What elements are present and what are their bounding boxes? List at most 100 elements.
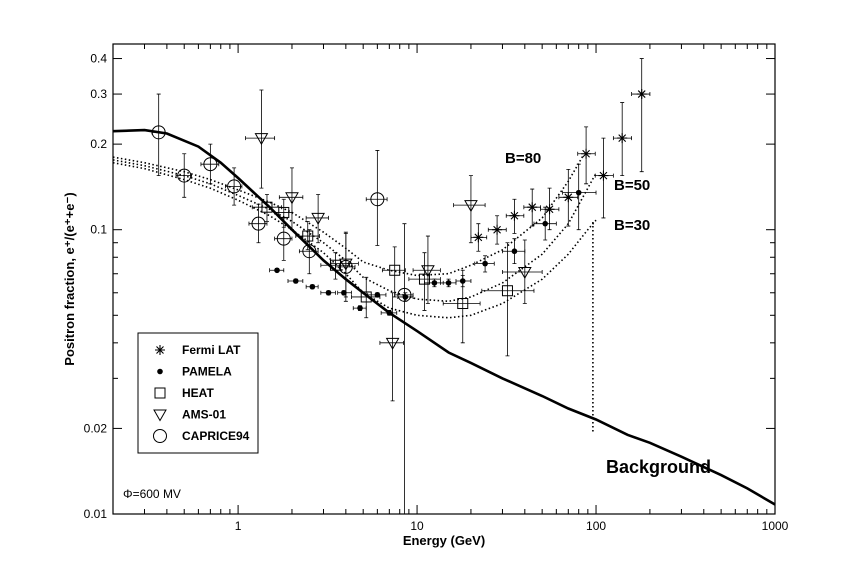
- point-caprice94-8: [370, 192, 385, 207]
- axis-ticks: 1 10 100 1000 0.01 0.02 0.1 0.2 0.3 0.4: [84, 44, 789, 533]
- point-ams-01-2: [311, 212, 325, 225]
- point-ams-01-0: [254, 133, 269, 146]
- point-pamela-9: [431, 280, 438, 286]
- point-fermi-lat-5: [563, 192, 574, 203]
- errorbar-ams-01-2: [305, 194, 329, 244]
- point-pamela-12: [482, 260, 488, 267]
- point-fermi-lat-8: [617, 133, 628, 144]
- errorbar-heat-6: [408, 252, 441, 311]
- errorbar-heat-2: [295, 220, 320, 251]
- y-tick-label-2: 0.1: [90, 223, 107, 237]
- point-caprice94-1: [177, 168, 192, 183]
- errorbar-ams-01-6: [453, 175, 486, 244]
- errorbar-caprice94-3: [225, 167, 243, 206]
- errorbar-caprice94-4: [248, 203, 268, 244]
- y-tick-label-3: 0.2: [90, 137, 107, 151]
- point-fermi-lat-9: [636, 89, 647, 100]
- errorbar-heat-5: [381, 246, 406, 298]
- point-ams-01-4: [385, 337, 400, 350]
- point-fermi-lat-7: [598, 170, 609, 181]
- errorbar-heat-4: [351, 276, 381, 319]
- curve-b-50: [112, 159, 597, 303]
- legend-marker-ams-01: [153, 409, 167, 422]
- x-tick-label-1: 10: [410, 519, 424, 533]
- errorbar-ams-01-4: [379, 292, 404, 402]
- point-heat-3: [329, 259, 341, 271]
- plot-frame: [112, 43, 776, 515]
- errorbar-fermi-lat-9: [631, 58, 651, 173]
- point-caprice94-4: [251, 216, 266, 231]
- b50-label: B=50: [614, 177, 650, 194]
- errorbar-ams-01-0: [245, 89, 276, 189]
- errorbar-ams-01-5: [412, 235, 441, 304]
- x-tick-label-2: 100: [586, 519, 606, 533]
- x-tick-label-3: 1000: [762, 519, 789, 533]
- point-pamela-2: [309, 283, 316, 290]
- errorbar-caprice94-8: [365, 150, 388, 246]
- point-fermi-lat-1: [492, 224, 503, 235]
- y-axis-title: Positron fraction, e⁺/(e⁺+e⁻): [62, 192, 77, 365]
- legend: Fermi LAT PAMELA HEAT AMS-01 CAPRICE94: [137, 332, 259, 454]
- legend-label-fermi-lat: Fermi LAT: [182, 343, 241, 357]
- legend-label-ams-01: AMS-01: [182, 408, 226, 422]
- point-fermi-lat-2: [509, 210, 520, 221]
- curve-background: [112, 128, 776, 506]
- errorbar-ams-01-7: [502, 239, 543, 304]
- point-pamela-7: [386, 310, 393, 316]
- point-heat-2: [302, 230, 314, 242]
- errorbar-caprice94-1: [175, 153, 193, 198]
- legend-marker-fermi-lat: [155, 345, 165, 355]
- point-ams-01-6: [464, 200, 478, 213]
- point-pamela-13: [511, 248, 518, 255]
- point-pamela-0: [274, 267, 280, 274]
- point-ams-01-7: [517, 266, 532, 279]
- point-ams-01-1: [285, 192, 299, 205]
- errorbar-heat-8: [481, 242, 535, 357]
- legend-marker-caprice94: [153, 429, 167, 443]
- point-caprice94-9: [397, 287, 412, 302]
- legend-box: [137, 332, 259, 454]
- point-fermi-lat-4: [544, 204, 555, 215]
- point-pamela-10: [445, 280, 452, 286]
- legend-marker-heat: [154, 387, 166, 399]
- point-caprice94-5: [276, 231, 291, 246]
- legend-marker-pamela: [157, 368, 163, 375]
- point-heat-7: [457, 298, 469, 310]
- b80-label: B=80: [505, 150, 541, 167]
- point-heat-1: [278, 206, 290, 218]
- point-pamela-14: [542, 220, 549, 227]
- errorbar-caprice94-0: [151, 93, 166, 176]
- errorbar-fermi-lat-7: [594, 137, 614, 219]
- point-pamela-8: [402, 294, 409, 300]
- y-tick-label-4: 0.3: [90, 87, 107, 101]
- point-caprice94-2: [203, 157, 218, 172]
- point-pamela-4: [341, 289, 347, 296]
- point-heat-0: [261, 201, 273, 213]
- point-pamela-15: [575, 189, 582, 196]
- point-caprice94-0: [151, 125, 166, 140]
- errorbar-ams-01-1: [278, 167, 304, 231]
- errorbar-heat-7: [442, 269, 481, 344]
- data-points: [151, 58, 651, 515]
- point-fermi-lat-3: [527, 202, 538, 213]
- legend-label-caprice94: CAPRICE94: [182, 429, 250, 443]
- errorbar-caprice94-5: [274, 217, 293, 261]
- point-heat-8: [501, 285, 513, 297]
- point-pamela-3: [325, 289, 332, 296]
- y-tick-label-1: 0.02: [84, 421, 108, 435]
- point-ams-01-5: [421, 265, 435, 278]
- point-heat-5: [389, 264, 401, 276]
- phi-annotation: Φ=600 MV: [123, 487, 181, 501]
- legend-label-pamela: PAMELA: [182, 365, 232, 379]
- y-tick-label-0: 0.01: [84, 507, 108, 521]
- errorbar-caprice94-7: [335, 233, 356, 302]
- point-caprice94-3: [227, 179, 242, 194]
- point-heat-6: [418, 273, 430, 285]
- point-caprice94-6: [302, 244, 317, 259]
- b30-label: B=30: [614, 217, 650, 234]
- point-caprice94-7: [338, 259, 353, 274]
- point-pamela-1: [292, 278, 299, 284]
- x-axis-title: Energy (GeV): [403, 533, 485, 548]
- x-tick-label-0: 1: [235, 519, 242, 533]
